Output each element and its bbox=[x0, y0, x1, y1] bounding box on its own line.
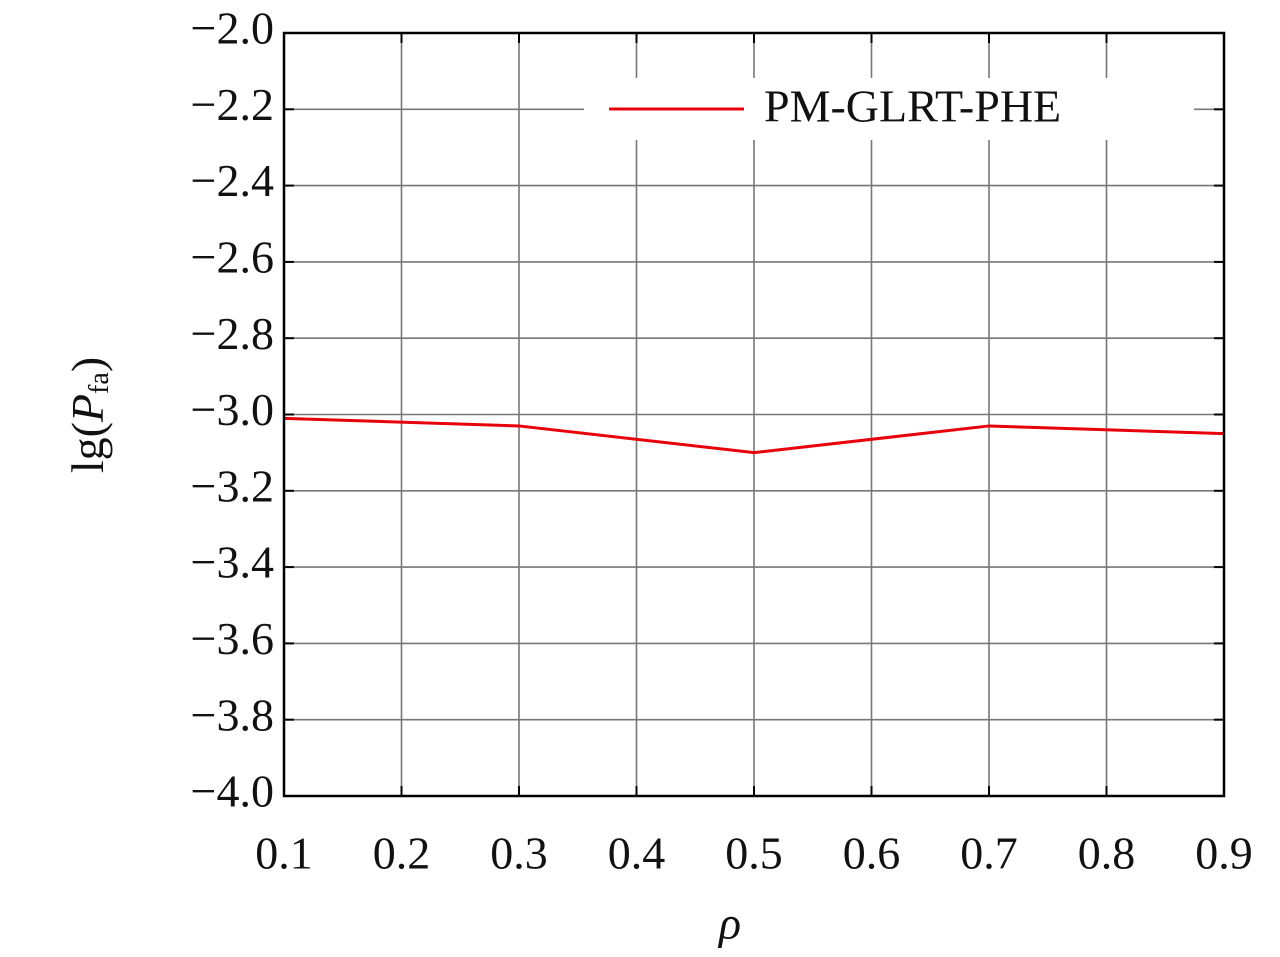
y-label-sub: fa bbox=[84, 372, 115, 394]
y-tick-label: −3.4 bbox=[191, 537, 274, 588]
y-tick-label: −3.0 bbox=[191, 384, 274, 435]
plot-frame bbox=[282, 31, 1226, 798]
x-tick-label: 0.1 bbox=[255, 828, 313, 879]
legend-label: PM-GLRT-PHE bbox=[764, 81, 1061, 132]
y-tick-label: −2.0 bbox=[191, 3, 274, 54]
x-axis-label: ρ bbox=[717, 898, 741, 949]
x-tick-label: 0.9 bbox=[1195, 828, 1253, 879]
x-tick-label: 0.7 bbox=[960, 828, 1018, 879]
x-tick-label: 0.2 bbox=[373, 828, 431, 879]
y-tick-label: −3.6 bbox=[191, 613, 274, 664]
y-tick-label: −2.8 bbox=[191, 308, 274, 359]
y-tick-label: −3.8 bbox=[191, 689, 274, 740]
y-tick-label: −2.4 bbox=[191, 155, 274, 206]
y-tick-label: −2.2 bbox=[191, 79, 274, 130]
y-tick-label: −3.2 bbox=[191, 460, 274, 511]
x-tick-label: 0.3 bbox=[490, 828, 548, 879]
x-tick-label: 0.6 bbox=[843, 828, 901, 879]
y-label-suffix: ) bbox=[62, 357, 113, 372]
x-tick-label: 0.4 bbox=[608, 828, 666, 879]
y-tick-label: −2.6 bbox=[191, 231, 274, 282]
y-tick-label: −4.0 bbox=[191, 766, 274, 817]
y-label-var: P bbox=[62, 394, 113, 423]
x-tick-label: 0.8 bbox=[1078, 828, 1136, 879]
x-tick-label: 0.5 bbox=[725, 828, 783, 879]
y-axis-label: lg(Pfa) bbox=[62, 357, 116, 473]
data-line bbox=[283, 416, 1225, 455]
y-label-prefix: lg( bbox=[62, 422, 113, 473]
